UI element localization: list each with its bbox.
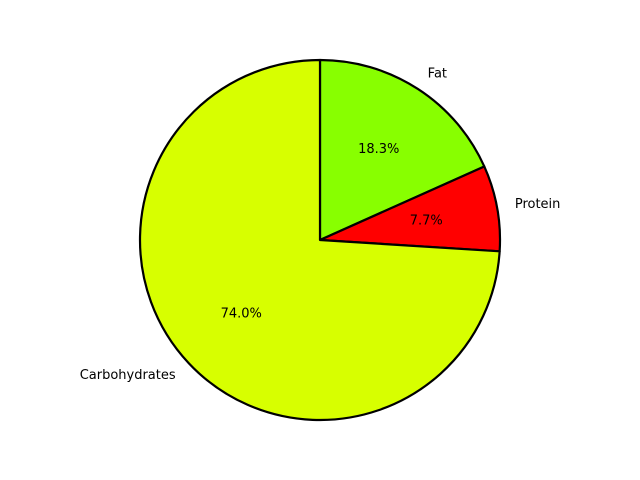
pie-slice-carbohydrates: [138, 58, 501, 422]
pct-label-fat: 18.3%: [358, 142, 399, 157]
slice-label-protein: Protein: [515, 197, 561, 212]
slice-label-carbohydrates: Carbohydrates: [80, 368, 176, 383]
pct-label-carbohydrates: 74.0%: [221, 306, 262, 321]
pct-label-protein: 7.7%: [410, 213, 443, 228]
pie-slice-fat: [318, 58, 486, 242]
slice-label-fat: Fat: [428, 66, 447, 81]
